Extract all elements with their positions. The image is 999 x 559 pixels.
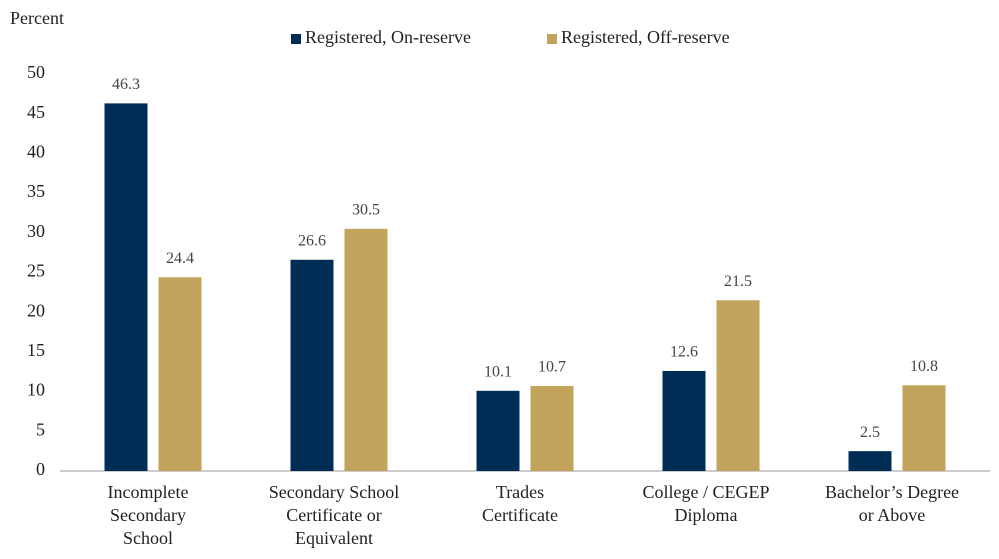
x-tick-label: or Above [859, 505, 926, 525]
value-label: 2.5 [860, 424, 880, 441]
value-label: 10.8 [910, 358, 938, 375]
value-label: 46.3 [112, 76, 140, 93]
bar [716, 300, 760, 471]
y-tick-label: 45 [27, 102, 45, 122]
bar [530, 386, 574, 471]
bar [662, 370, 706, 471]
bar [848, 451, 892, 471]
x-tick-label: Certificate or [286, 505, 381, 525]
value-label: 21.5 [724, 273, 752, 290]
bar [344, 228, 388, 471]
y-tick-label: 40 [27, 142, 45, 162]
y-tick-label: 50 [27, 62, 45, 82]
bar [104, 103, 148, 472]
value-label: 26.6 [298, 232, 326, 249]
x-tick-label: Secondary [110, 505, 186, 525]
bar [476, 390, 520, 471]
bar [902, 385, 946, 471]
y-axis-label: Percent [10, 8, 64, 28]
legend-swatch [291, 34, 301, 44]
value-label: 12.6 [670, 344, 698, 361]
y-tick-label: 20 [27, 300, 45, 320]
bar [290, 259, 334, 471]
x-tick-label: Secondary School [269, 482, 399, 502]
x-tick-label: College / CEGEP [643, 482, 770, 502]
legend-label: Registered, On-reserve [305, 27, 471, 47]
legend-label: Registered, Off-reserve [561, 27, 730, 47]
x-tick-label: Bachelor’s Degree [825, 482, 959, 502]
y-tick-label: 35 [27, 181, 45, 201]
x-tick-label: Trades [496, 482, 544, 502]
bar [158, 277, 202, 471]
x-tick-label: School [123, 528, 173, 548]
y-tick-label: 30 [27, 221, 45, 241]
value-label: 10.7 [538, 359, 566, 376]
x-tick-label: Certificate [482, 505, 558, 525]
y-tick-label: 25 [27, 261, 45, 281]
y-tick-label: 15 [27, 340, 45, 360]
legend-swatch [547, 34, 557, 44]
y-tick-label: 5 [36, 419, 45, 439]
x-tick-label: Diploma [675, 505, 738, 525]
value-label: 10.1 [484, 363, 512, 380]
value-label: 24.4 [166, 250, 194, 267]
value-label: 30.5 [352, 202, 380, 219]
y-tick-label: 10 [27, 380, 45, 400]
x-tick-label: Incomplete [108, 482, 189, 502]
y-tick-label: 0 [36, 459, 45, 479]
x-tick-label: Equivalent [295, 528, 373, 548]
